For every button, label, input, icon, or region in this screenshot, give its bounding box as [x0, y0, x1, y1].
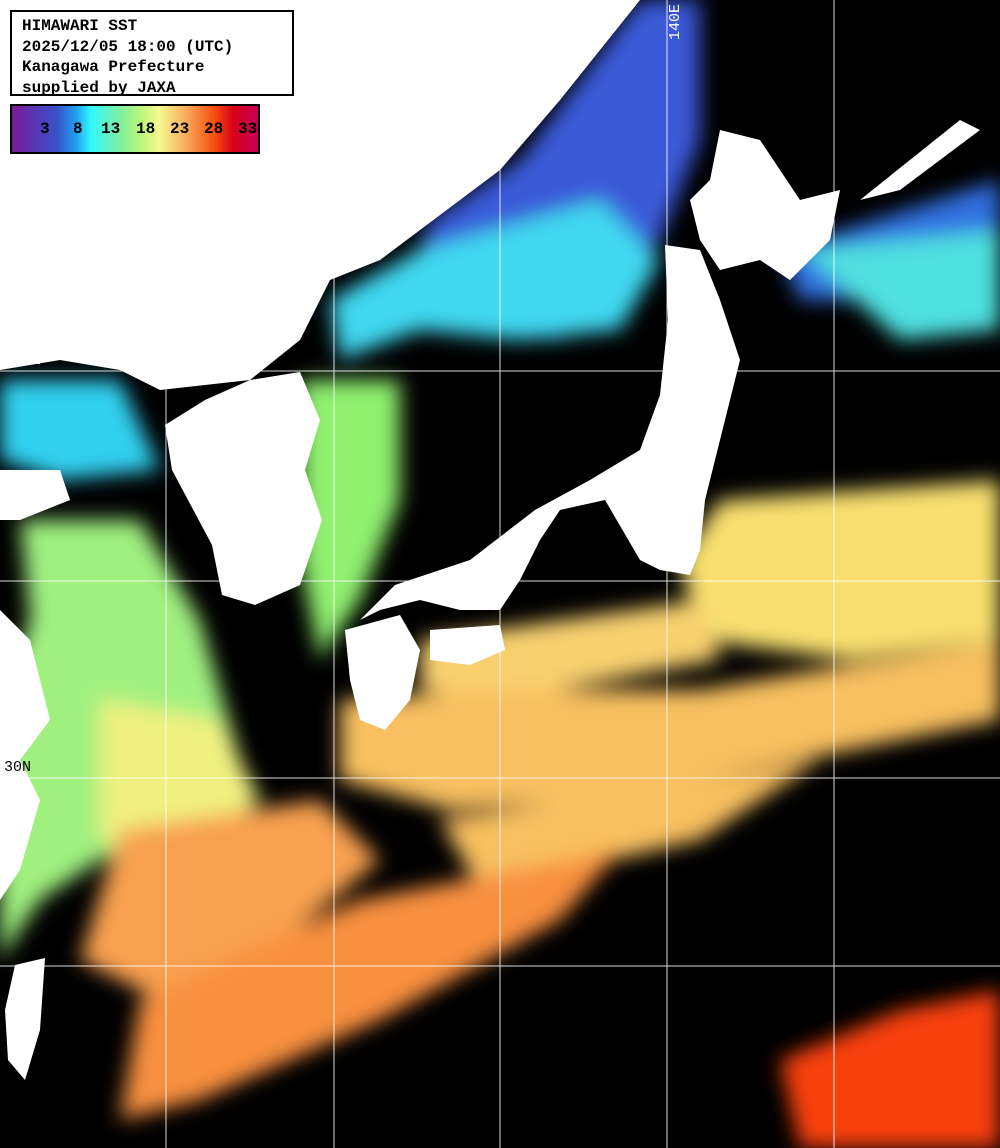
sst-cool-area [0, 380, 160, 480]
legend-tick: 23 [170, 120, 190, 138]
sst-mild-area [300, 380, 400, 660]
product-title: HIMAWARI SST [22, 17, 138, 35]
sst-cool-area [800, 230, 1000, 340]
color-scale-legend: 3 8 13 18 23 28 33 [10, 104, 260, 154]
legend-tick: 13 [101, 120, 121, 138]
sst-cool-area [330, 200, 660, 360]
land-sakhalin [860, 120, 980, 200]
land-honshu [360, 245, 740, 620]
legend-tick: 8 [73, 120, 83, 138]
data-source: supplied by JAXA [22, 78, 176, 97]
timestamp: 2025/12/05 18:00 (UTC) [22, 37, 234, 56]
legend-tick: 28 [204, 120, 224, 138]
sst-hot-area [120, 850, 620, 1120]
legend-tick: 18 [136, 120, 156, 138]
sst-hot-area [80, 800, 380, 1000]
land-asia-mainland [0, 0, 640, 390]
title-box: HIMAWARI SST 2025/12/05 18:00 (UTC) Kana… [10, 10, 294, 97]
sst-warm-area [420, 600, 720, 700]
land-hokkaido [690, 130, 840, 280]
land-taiwan [5, 958, 45, 1080]
provider: Kanagawa Prefecture [22, 58, 205, 76]
legend-tick: 33 [238, 120, 258, 138]
land-korea [165, 372, 322, 605]
sst-very-hot-area [780, 990, 1000, 1148]
sst-hot-area [440, 760, 820, 890]
sst-warm-area [680, 480, 1000, 660]
lon-label-140e: 140E [667, 3, 684, 40]
land [0, 0, 980, 1080]
land-shikoku [430, 625, 505, 665]
lat-label-40n: 40N [14, 352, 42, 369]
land-china-coast [0, 610, 50, 900]
land-kyushu [345, 615, 420, 730]
lat-label-30n: 30N [4, 759, 32, 776]
sst-hot-area [340, 640, 1000, 810]
land-china-coast [0, 470, 70, 520]
legend-tick: 3 [40, 120, 50, 138]
